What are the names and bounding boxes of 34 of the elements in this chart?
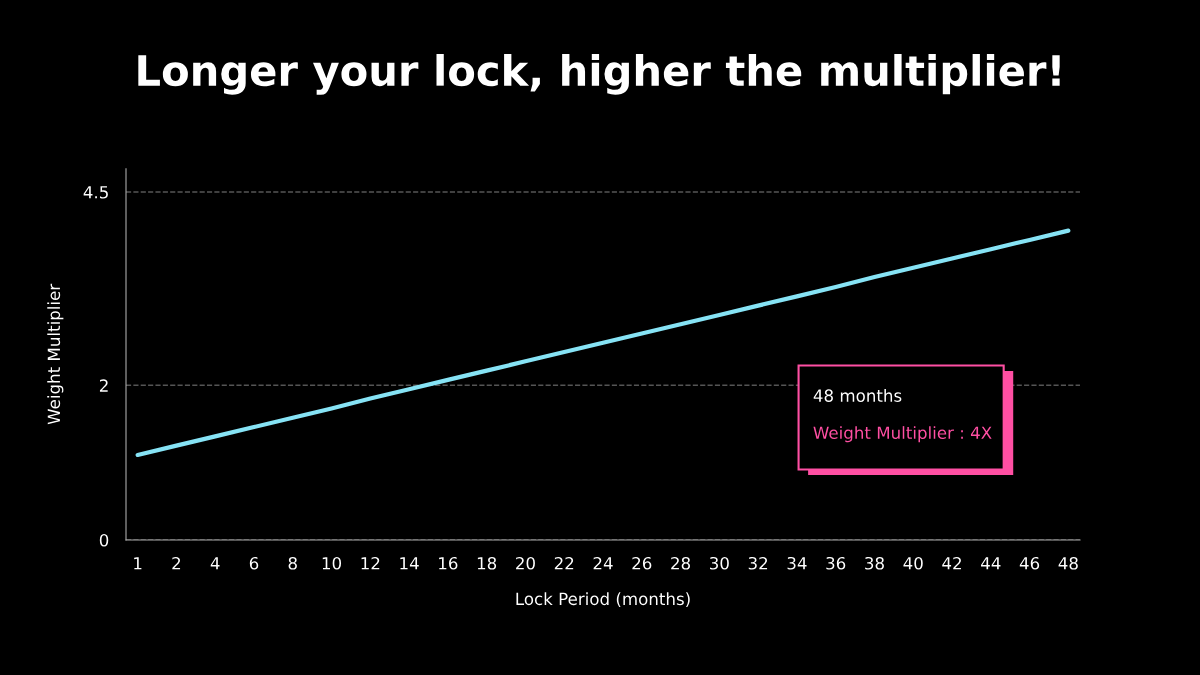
x-tick-label: 34	[787, 556, 807, 570]
x-tick-label: 4	[210, 557, 220, 570]
line-series	[135, 228, 1071, 458]
x-tick-label: 18	[477, 556, 497, 570]
y-tick-label: 4.5	[83, 186, 108, 199]
x-tick-label: 10	[322, 556, 342, 570]
x-tick-label: 2	[172, 556, 181, 570]
x-tick-label: 12	[361, 556, 380, 570]
x-tick-label: 22	[554, 556, 574, 570]
x-tick-label: 42	[942, 556, 961, 570]
x-tick-label: 44	[981, 557, 1001, 570]
y-tick-label: 2	[99, 379, 108, 392]
x-tick-label: 38	[865, 556, 884, 570]
annotation: 48 months	[813, 389, 902, 402]
x-tick-label: 20	[516, 556, 535, 570]
x-tick-label: 46	[1019, 556, 1040, 570]
x-tick-label: 16	[439, 556, 458, 570]
x-tick-label: 6	[249, 556, 259, 570]
x-tick-label: 24	[593, 556, 613, 570]
x-tick-label: 1	[134, 557, 142, 570]
x-tick-label: 32	[748, 556, 768, 570]
x-axis-title: Lock Period (months)	[516, 592, 690, 608]
y-axis-title: Weight Multiplier	[47, 283, 64, 425]
annotation: Weight Multiplier : 4X	[813, 426, 992, 443]
x-tick-label: 28	[671, 556, 691, 570]
x-tick-label: 40	[903, 556, 923, 570]
x-tick-label: 36	[826, 556, 846, 570]
x-tick-label: 14	[400, 557, 419, 570]
x-tick-label: 30	[710, 556, 729, 570]
x-tick-label: 8	[288, 556, 297, 570]
chart-title: Longer your lock, higher the multiplier!	[138, 54, 1060, 95]
x-tick-label: 48	[1058, 556, 1078, 570]
x-tick-label: 26	[632, 556, 652, 570]
y-tick-label: 0	[99, 533, 109, 547]
